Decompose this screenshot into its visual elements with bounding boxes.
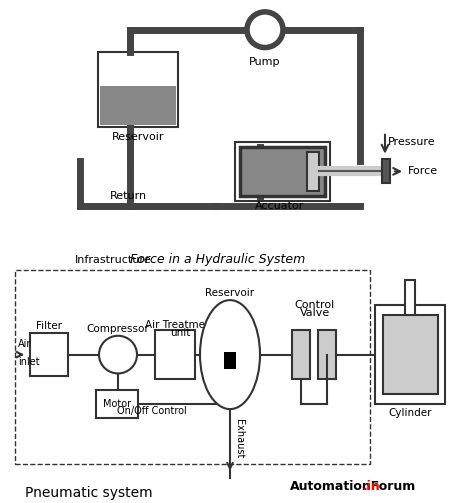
Bar	[15, 271, 370, 464]
Text: Return: Return	[110, 191, 147, 201]
Text: Exhaust: Exhaust	[234, 419, 244, 459]
Text: Reservoir: Reservoir	[205, 288, 255, 298]
Bar	[96, 390, 138, 418]
Text: Accuator: Accuator	[255, 201, 305, 211]
Bar	[318, 330, 336, 379]
Bar	[100, 86, 176, 125]
Text: Force in a Hydraulic System: Force in a Hydraulic System	[130, 253, 305, 266]
Bar	[98, 52, 178, 127]
Text: Reservoir: Reservoir	[112, 132, 164, 142]
Text: Force: Force	[408, 166, 438, 177]
Bar	[30, 333, 68, 376]
Text: inlet: inlet	[18, 357, 40, 367]
Bar	[307, 151, 319, 191]
Bar	[224, 352, 236, 370]
Circle shape	[99, 336, 137, 373]
Text: Compressor: Compressor	[87, 324, 149, 334]
Text: Cylinder: Cylinder	[388, 408, 432, 418]
Text: Air: Air	[18, 339, 31, 349]
Bar	[383, 315, 438, 394]
Bar	[405, 280, 416, 315]
Ellipse shape	[200, 300, 260, 409]
Bar	[240, 146, 325, 196]
Text: Pressure: Pressure	[388, 137, 436, 147]
Bar	[382, 159, 390, 183]
Text: Control: Control	[295, 300, 335, 310]
Text: AutomationForum: AutomationForum	[290, 480, 416, 493]
Text: Motor: Motor	[103, 399, 131, 409]
Text: Pneumatic system: Pneumatic system	[25, 486, 153, 500]
Circle shape	[247, 12, 283, 48]
Bar	[155, 330, 195, 379]
Text: Filter: Filter	[36, 321, 62, 331]
Bar	[375, 305, 445, 404]
Text: Valve: Valve	[300, 308, 330, 318]
Text: Pump: Pump	[249, 57, 281, 67]
Text: .in: .in	[363, 480, 381, 493]
Text: Air Treatment: Air Treatment	[145, 320, 215, 330]
Bar	[235, 142, 330, 201]
Text: unit: unit	[170, 328, 190, 338]
Text: On/Off Control: On/Off Control	[117, 406, 187, 416]
Text: Infrastructure: Infrastructure	[75, 256, 152, 266]
Bar	[292, 330, 310, 379]
